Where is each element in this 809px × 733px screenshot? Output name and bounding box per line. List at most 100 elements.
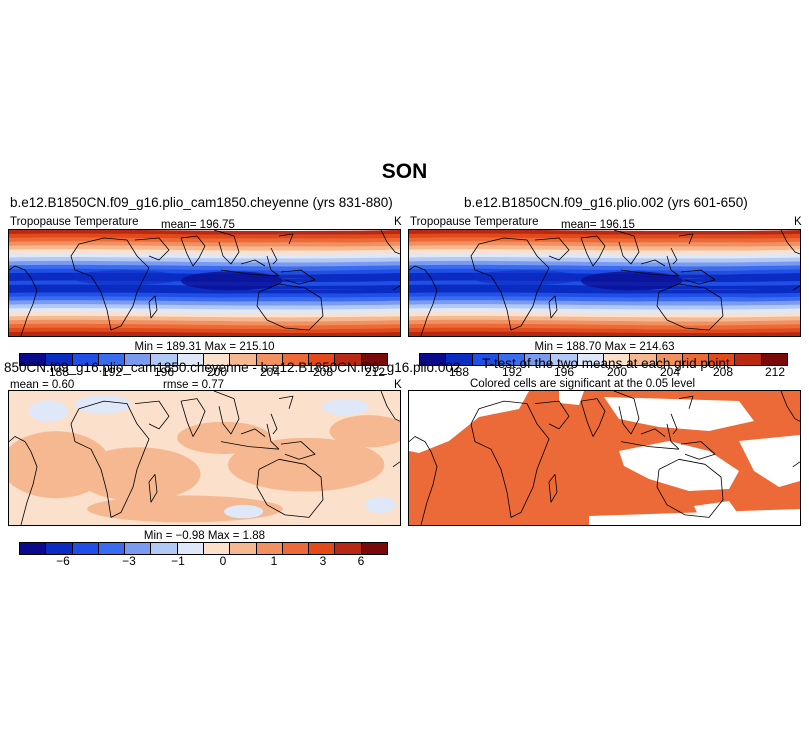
coastline [534, 237, 570, 261]
coastline [392, 285, 400, 291]
colorbar-swatch [735, 354, 762, 365]
colorbar-swatch [98, 354, 126, 365]
field-band [409, 253, 800, 259]
coastline [220, 269, 280, 277]
non-significant-area [604, 397, 754, 431]
coastline [280, 441, 316, 460]
coastline [792, 285, 800, 291]
panel2-minmax: Min = 188.70 Max = 214.63 [534, 341, 675, 353]
field-band [409, 292, 800, 298]
panel4-subtitle: Colored cells are significant at the 0.0… [470, 378, 696, 390]
colorbar-swatch [72, 354, 99, 365]
coastline [666, 255, 680, 277]
panel2-field [409, 230, 800, 336]
colorbar-swatch [46, 354, 73, 365]
non-significant-area [589, 509, 800, 525]
cold-core [471, 270, 582, 286]
field-band [9, 264, 400, 271]
coastline [534, 400, 570, 430]
panel3-colorbar: −6 −3 −1 0 1 3 6 [19, 542, 388, 568]
coastline [240, 428, 266, 437]
colorbar-swatch [446, 354, 473, 365]
field-band [9, 311, 400, 318]
coastline [780, 391, 800, 422]
field-band [409, 260, 800, 267]
field-band [9, 233, 400, 239]
panel1-unit: K [394, 216, 402, 228]
panel3-unit: K [394, 379, 402, 391]
coastline [256, 458, 324, 518]
coastline [380, 230, 400, 255]
panel2-title: b.e12.B1850CN.f09_g16.plio.002 (yrs 601-… [464, 195, 748, 210]
field-band [409, 241, 800, 247]
cb2-tick: 212 [764, 365, 786, 379]
coastline [792, 461, 800, 468]
field-band [9, 331, 400, 336]
coastline [680, 269, 716, 285]
colorbar-swatch [151, 543, 178, 554]
cb1-tick: 188 [48, 365, 70, 379]
coastline [580, 235, 606, 267]
colorbar-swatch [125, 354, 152, 365]
non-significant-area [619, 441, 739, 491]
panel1-field [9, 230, 400, 336]
coastline [9, 265, 38, 336]
field-band [409, 256, 800, 263]
coastline [278, 233, 294, 245]
panel3-map [8, 390, 401, 526]
colorbar-swatch [603, 354, 631, 365]
panel4-field [409, 391, 800, 525]
coastline [640, 428, 666, 437]
coastline [213, 391, 240, 435]
coastline [213, 230, 240, 265]
cb1-tick: 192 [101, 365, 123, 379]
field-band [409, 288, 800, 294]
panel2-colorbar: 188 192 196 200 204 208 212 [419, 353, 788, 379]
non-significant-area [559, 391, 584, 405]
diff-patch [75, 447, 201, 501]
diff-patch [75, 395, 131, 414]
cb3-tick: −6 [56, 554, 70, 568]
coastline [613, 230, 640, 265]
cb2-tick: 208 [712, 365, 734, 379]
coastline [256, 283, 324, 331]
diff-patch [227, 437, 385, 492]
panel1-title: b.e12.B1850CN.f09_g16.plio_cam1850.cheye… [10, 195, 393, 210]
diff-patch [364, 496, 397, 513]
diff-patch [224, 504, 264, 519]
coastline [680, 441, 716, 460]
colorbar-swatch [46, 543, 73, 554]
field-band [9, 241, 400, 247]
field-band [9, 256, 400, 263]
panel1-mean: mean= 196.75 [161, 219, 235, 231]
cb1-tick: 208 [312, 365, 334, 379]
field-band [9, 249, 400, 255]
colorbar-swatch [309, 543, 336, 554]
field-band [409, 264, 800, 271]
coastline [470, 237, 550, 331]
colorbar-swatch [709, 354, 736, 365]
panel1-variable: Tropopause Temperature [10, 216, 139, 228]
cold-core [181, 271, 283, 291]
coastline [580, 398, 606, 437]
colorbar-swatch [630, 354, 657, 365]
coastline [678, 233, 694, 245]
panel3-mean: mean = 0.60 [10, 379, 75, 391]
coastline [9, 436, 38, 525]
colorbar-swatch [125, 543, 152, 554]
coastline [70, 400, 150, 518]
coastline [266, 255, 280, 277]
cb1-tick: 204 [259, 365, 281, 379]
coastline [380, 391, 400, 422]
colorbar-swatch [498, 354, 526, 365]
colorbar-swatch [361, 354, 387, 365]
panel1-colorbar: 188 192 196 200 204 208 212 [19, 353, 388, 379]
cb3-tick: 3 [319, 554, 327, 568]
cb3-tick: 1 [270, 554, 278, 568]
colorbar-swatch [20, 354, 47, 365]
panel2-mean: mean= 196.15 [561, 219, 635, 231]
coastline [220, 441, 280, 450]
cb2-tick: 188 [448, 365, 470, 379]
coastline [180, 235, 206, 267]
colorbar-swatch [335, 543, 362, 554]
